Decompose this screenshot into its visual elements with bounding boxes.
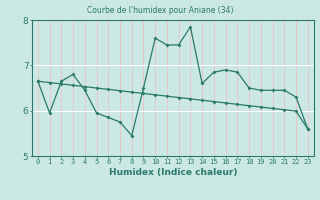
Text: Courbe de l'humidex pour Aniane (34): Courbe de l'humidex pour Aniane (34) — [87, 6, 233, 15]
X-axis label: Humidex (Indice chaleur): Humidex (Indice chaleur) — [108, 168, 237, 177]
